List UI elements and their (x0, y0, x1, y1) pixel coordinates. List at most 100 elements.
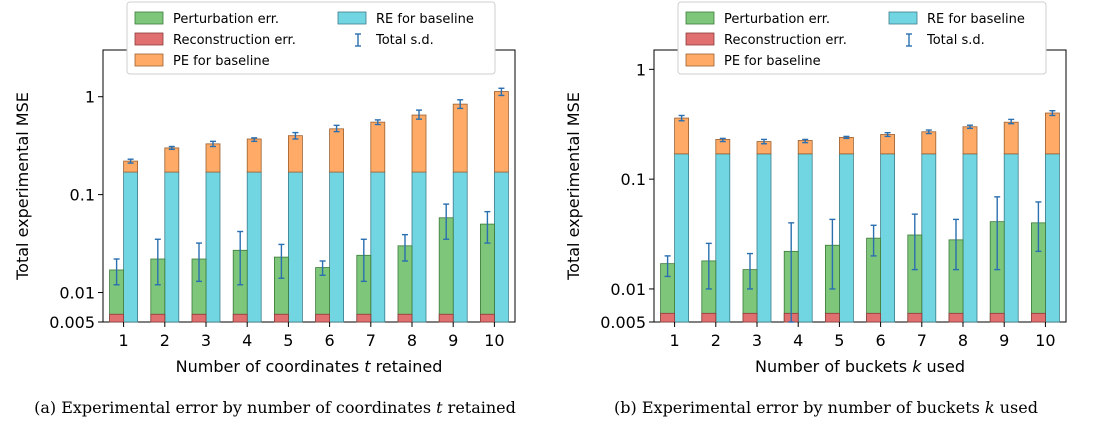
svg-text:Reconstruction err.: Reconstruction err. (173, 33, 296, 48)
chart-b-legend-item-total-sd: Total s.d. (906, 33, 985, 48)
chart-a-errorbar-perturbation (443, 203, 450, 240)
chart-b: 0.005 0.01 0.1 1 Total experimental MSE 1 2 3 4 5… (564, 1, 1067, 376)
chart-a-bar-re-baseline (205, 171, 221, 323)
svg-text:Perturbation err.: Perturbation err. (173, 12, 279, 27)
chart-a-legend-item-pe-baseline: PE for baseline (134, 53, 270, 69)
chart-b-bar-reconstruction (948, 312, 964, 323)
chart-a-ytick-label: 0.005 (49, 313, 95, 332)
caption-b-prefix: (b) Experimental error by number of buck… (614, 398, 985, 417)
chart-a-bar-reconstruction (109, 313, 124, 323)
chart-a-bar-pe-baseline (411, 114, 427, 173)
chart-a-errorbar-perturbation (360, 238, 367, 283)
chart-a-bar-re-baseline (287, 171, 303, 323)
svg-text:Total s.d.: Total s.d. (375, 33, 434, 48)
chart-a-bar-pe-baseline (370, 121, 386, 173)
chart-a-bar-reconstruction (191, 313, 207, 323)
chart-b-bar-re-baseline (962, 153, 978, 323)
chart-a-bar-re-baseline (493, 171, 509, 323)
chart-b-bar-reconstruction (866, 312, 882, 323)
chart-a-errorbar-pe-baseline (333, 124, 340, 133)
chart-a-errorbar-perturbation (319, 260, 326, 276)
chart-b-xtick-label: 4 (793, 331, 803, 350)
chart-b-legend-item-pe-baseline: PE for baseline (685, 53, 821, 69)
chart-b-bar-pe-baseline (838, 136, 854, 155)
chart-b-ytick-label: 0.01 (610, 280, 646, 299)
chart-b-bar-pe-baseline (921, 131, 937, 155)
chart-a-xtick-label: 1 (119, 331, 129, 350)
chart-b-errorbar-pe-baseline (967, 124, 973, 130)
chart-b-errorbar-pe-baseline (925, 129, 932, 135)
chart-b-errorbar-pe-baseline (1049, 110, 1056, 117)
chart-b-bar-re-baseline (880, 153, 896, 323)
chart-b-errorbar-pe-baseline (802, 138, 809, 144)
chart-b-xtick-label: 2 (711, 331, 721, 350)
chart-a-bar-re-baseline (123, 171, 138, 323)
chart-a-bar-reconstruction (438, 313, 454, 323)
chart-b-errorbar-perturbation (829, 218, 836, 290)
chart-a-xtick-label: 5 (283, 331, 293, 350)
chart-a-xtick-label: 3 (201, 331, 211, 350)
chart-b-bar-reconstruction (701, 312, 717, 323)
caption-a-prefix: (a) Experimental error by number of coor… (34, 398, 437, 417)
chart-b-errorbar-perturbation (953, 218, 959, 271)
chart-b-errorbar-perturbation (870, 224, 877, 257)
figure-b: 0.005 0.01 0.1 1 Total experimental MSE 1 2 3 4 5… (551, 0, 1101, 432)
chart-a-xtick-label: 9 (448, 331, 458, 350)
chart-a-bar-reconstruction (479, 313, 495, 323)
svg-text:RE for baseline: RE for baseline (927, 12, 1025, 27)
chart-b-xtick-label: 7 (917, 331, 927, 350)
chart-b-errorbar-pe-baseline (719, 137, 726, 143)
chart-a-errorbar-pe-baseline (168, 145, 175, 151)
figure-a: 0.005 0.01 0.1 1 Total experimental MSE 1 2 3 4 5… (0, 0, 550, 432)
chart-b-xtick-label: 6 (876, 331, 886, 350)
chart-a-xlabel: Number of coordinates t retained (176, 357, 443, 376)
chart-a-errorbar-pe-baseline (210, 140, 216, 148)
chart-a-errorbar-pe-baseline (374, 119, 381, 126)
svg-text:PE for baseline: PE for baseline (724, 54, 821, 69)
chart-b-bar-re-baseline (797, 153, 813, 323)
chart-b-xtick-label: 1 (670, 331, 680, 350)
chart-a-errorbar-perturbation (154, 238, 161, 286)
chart-a-ytick-label: 0.01 (59, 284, 95, 303)
chart-b-bar-reconstruction (742, 312, 758, 323)
chart-b-ylabel: Total experimental MSE (564, 92, 583, 281)
chart-b-bar-reconstruction (660, 312, 675, 323)
chart-a-errorbar-perturbation (278, 243, 285, 279)
chart-a-errorbar-perturbation (402, 233, 408, 262)
chart-b-bar-re-baseline (1003, 153, 1019, 323)
chart-a-bar-pe-baseline (452, 103, 468, 173)
chart-b-errorbar-perturbation (705, 242, 712, 290)
chart-b-xtick-label: 9 (999, 331, 1009, 350)
chart-a-bar-re-baseline (329, 171, 345, 323)
chart-a-bar-reconstruction (397, 313, 413, 323)
chart-b-bar-pe-baseline (1044, 112, 1060, 155)
chart-b-bar-reconstruction (1030, 312, 1046, 323)
caption-b: (b) Experimental error by number of buck… (551, 398, 1101, 417)
chart-a-bar-re-baseline (246, 171, 262, 323)
chart-a-bar-pe-baseline (205, 143, 221, 173)
chart-b-bar-pe-baseline (1003, 121, 1019, 155)
chart-a-errorbar-pe-baseline (416, 109, 422, 120)
chart-a-legend-item-total-sd: Total s.d. (355, 33, 434, 48)
chart-b-bar-re-baseline (715, 153, 731, 323)
chart-a-bar-pe-baseline (246, 138, 262, 173)
chart-b-xtick-label: 8 (958, 331, 968, 350)
chart-b-bar-re-baseline (1044, 153, 1060, 323)
chart-b-xtick-label: 3 (752, 331, 762, 350)
chart-a-ytick-label: 0.1 (70, 186, 95, 205)
chart-a-legend: Perturbation err. Reconstruction err. PE f… (126, 1, 496, 75)
chart-a-legend-item-perturbation: Perturbation err. (134, 11, 279, 27)
chart-a-legend-item-reconstruction: Reconstruction err. (134, 32, 296, 48)
chart-a-errorbar-perturbation (237, 230, 244, 286)
chart-b-errorbar-perturbation (911, 213, 918, 271)
chart-b-xtick-label: 5 (834, 331, 844, 350)
chart-b-bar-pe-baseline (962, 126, 978, 155)
chart-a-bar-reconstruction (150, 313, 166, 323)
chart-b-xlabel: Number of buckets k used (755, 357, 965, 376)
chart-a-errorbar-pe-baseline (127, 158, 134, 164)
chart-b-legend-item-re-baseline: RE for baseline (888, 11, 1025, 27)
chart-b-legend-item-perturbation: Perturbation err. (685, 11, 830, 27)
chart-a-bar-reconstruction (315, 313, 331, 323)
chart-a-bar-pe-baseline (287, 135, 303, 173)
caption-a-var: t (436, 398, 443, 417)
